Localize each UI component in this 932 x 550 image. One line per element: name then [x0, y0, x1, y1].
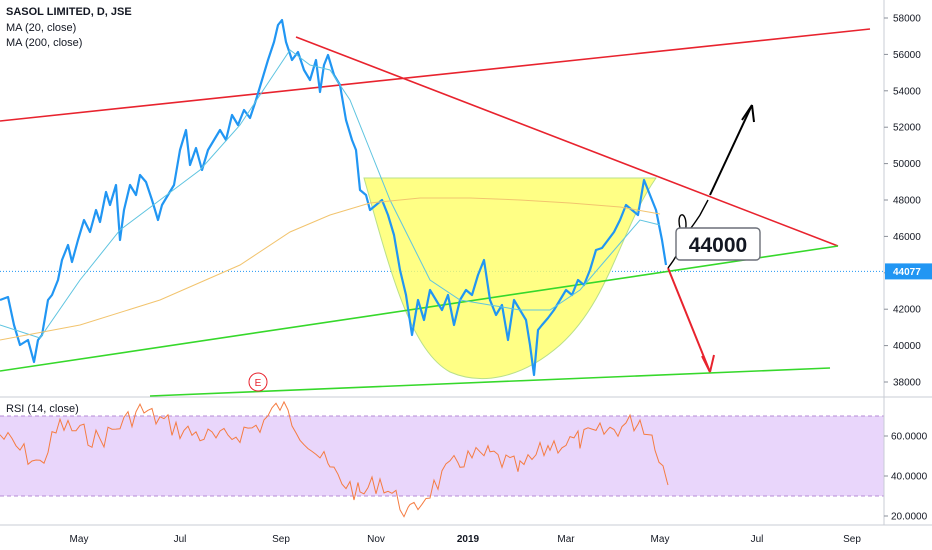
last-price-label: 44077: [893, 267, 921, 278]
price-tick-label: 40000: [893, 341, 921, 352]
legend-ma20: MA (20, close): [6, 22, 77, 34]
time-tick-label: 2019: [457, 534, 480, 545]
target-callout-label: 44000: [689, 234, 747, 257]
down-arrow-head: [701, 354, 715, 373]
price-tick-label: 58000: [893, 14, 921, 25]
rsi-tick-label: 20.0000: [891, 512, 928, 523]
cup-shape: [363, 177, 657, 380]
upper-channel-line: [0, 28, 871, 122]
trend-lines: [0, 28, 871, 397]
price-tick-label: 50000: [893, 159, 921, 170]
axes: 58000 56000 54000 52000 50000 48000 46000 44000…: [70, 14, 932, 545]
time-tick-label: Jul: [174, 534, 187, 545]
up-arrow-line: [709, 104, 753, 196]
price-tick-label: 38000: [893, 378, 921, 389]
rsi-band-fill: [0, 416, 884, 496]
series: [0, 18, 669, 518]
time-tick-label: Sep: [843, 534, 861, 545]
price-line: [0, 18, 668, 377]
target-callout-box: [675, 227, 761, 261]
ma20-line: [0, 49, 661, 339]
descending-resistance-line: [295, 36, 839, 247]
rsi-tick-label: 60.0000: [891, 432, 928, 443]
legend-rsi: RSI (14, close): [6, 403, 79, 415]
price-tick-label: 56000: [893, 50, 921, 61]
time-tick-label: Nov: [367, 534, 385, 545]
rsi-tick-label: 40.0000: [891, 472, 928, 483]
time-tick-label: Mar: [557, 534, 575, 545]
rsi-band: [0, 415, 884, 497]
legend-ma200: MA (200, close): [6, 37, 83, 49]
cup-fill: [363, 177, 657, 380]
time-tick-label: Jul: [751, 534, 764, 545]
annotations: 44000 E: [248, 104, 761, 392]
earnings-marker-label: E: [255, 378, 262, 389]
rising-support-line: [0, 245, 839, 372]
price-tick-label: 46000: [893, 232, 921, 243]
earnings-marker: [248, 372, 268, 392]
ma200-line: [0, 197, 661, 341]
last-price-badge: [885, 263, 932, 280]
price-tick-label: 42000: [893, 305, 921, 316]
price-tick-label: 54000: [893, 86, 921, 97]
price-tick-label: 48000: [893, 196, 921, 207]
chart-title: SASOL LIMITED, D, JSE: [6, 6, 132, 18]
price-tick-label: 52000: [893, 123, 921, 134]
time-tick-label: Sep: [272, 534, 290, 545]
up-arrow-head: [741, 104, 755, 123]
down-arrow-line: [667, 267, 711, 373]
lower-support-line: [149, 367, 831, 397]
time-tick-label: May: [651, 534, 670, 545]
time-tick-label: May: [70, 534, 89, 545]
rsi-line: [0, 400, 669, 518]
